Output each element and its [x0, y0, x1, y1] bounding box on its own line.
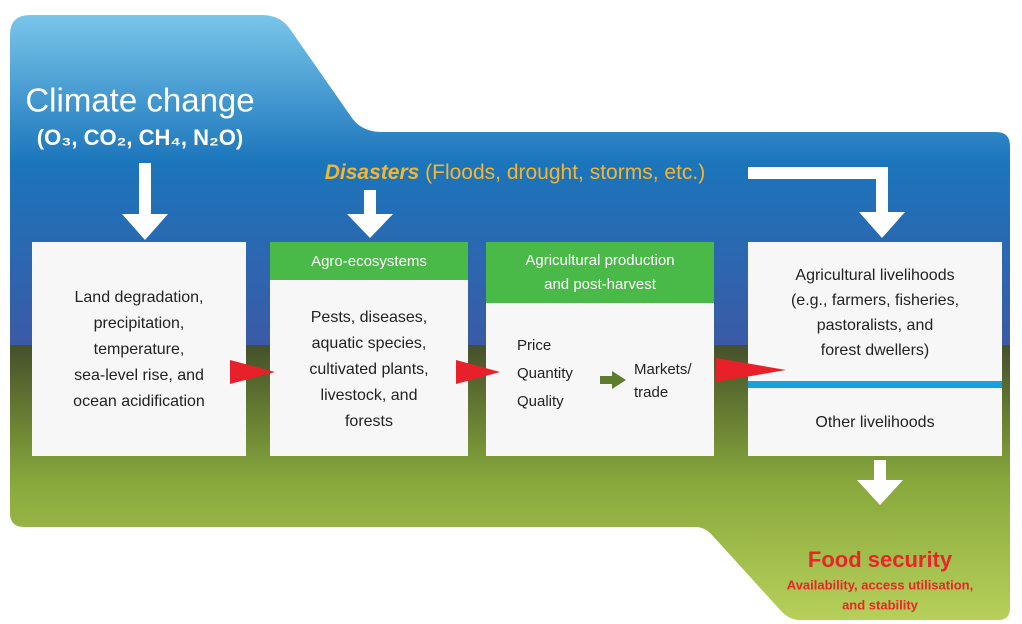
box-line: Land degradation, — [75, 289, 204, 306]
box-line: ocean acidification — [73, 393, 205, 410]
box-line: sea-level rise, and — [74, 367, 204, 384]
box-line: forest dwellers) — [821, 342, 929, 359]
box-line: precipitation, — [94, 315, 185, 332]
disasters: Disasters (Floods, drought, storms, etc.… — [325, 161, 706, 184]
box-item: Quality — [517, 393, 564, 410]
box-header: and post-harvest — [544, 276, 657, 293]
box-line: aquatic species, — [312, 335, 427, 352]
box-line: (e.g., farmers, fisheries, — [791, 292, 959, 309]
box-outcome: trade — [634, 384, 668, 401]
gases: (O₃, CO₂, CH₄, N₂O) — [37, 125, 243, 150]
box-line: Other livelihoods — [815, 414, 934, 431]
box-line: forests — [345, 413, 393, 430]
box-line: cultivated plants, — [309, 361, 428, 378]
arrows — [122, 163, 905, 505]
box-item: Quantity — [517, 365, 573, 382]
title: Climate change — [25, 82, 254, 119]
food-security-line: Availability, access utilisation, — [787, 577, 973, 592]
box-line: Pests, diseases, — [311, 309, 428, 326]
box-line: temperature, — [94, 341, 185, 358]
box-header: Agro-ecosystems — [311, 253, 427, 270]
flow-arrows — [230, 358, 786, 389]
box-line: livestock, and — [321, 387, 418, 404]
food-security-line: and stability — [842, 597, 919, 612]
disasters-detail: (Floods, drought, storms, etc.) — [425, 161, 705, 184]
box-outcome: Markets/ — [634, 361, 692, 378]
disasters-label: Disasters — [325, 161, 420, 184]
boxes — [32, 242, 1002, 456]
box-line: Agricultural livelihoods — [795, 267, 954, 284]
food-security-title: Food security — [808, 547, 953, 572]
box-header: Agricultural production — [525, 252, 674, 269]
box-line: pastoralists, and — [817, 317, 934, 334]
box-item: Price — [517, 337, 551, 354]
